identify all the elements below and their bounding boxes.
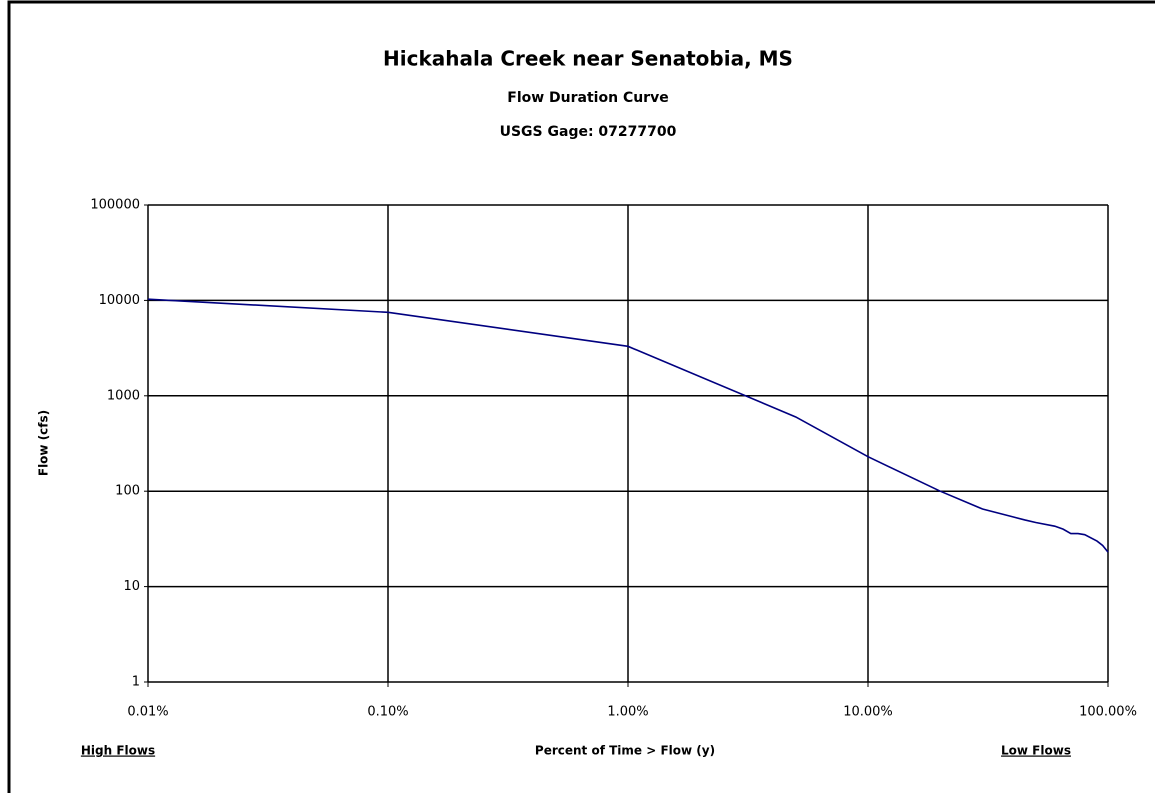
y-tick-label: 1 <box>132 675 140 690</box>
y-tick-label: 1000 <box>107 388 140 403</box>
chart-subtitle: Flow Duration Curve <box>507 90 668 106</box>
y-tick-label: 100000 <box>90 198 140 213</box>
x-tick-label: 100.00% <box>1079 705 1137 720</box>
x-tick-label: 0.01% <box>127 705 168 720</box>
y-axis-label: Flow (cfs) <box>37 410 51 476</box>
chart-subtitle: USGS Gage: 07277700 <box>500 124 677 140</box>
data-line <box>147 298 1109 553</box>
chart-title: Hickahala Creek near Senatobia, MS <box>383 47 793 71</box>
y-tick-label: 100 <box>115 484 140 499</box>
annotation: Low Flows <box>1001 744 1071 758</box>
annotation: High Flows <box>81 744 155 758</box>
x-tick-label: 0.10% <box>367 705 408 720</box>
x-axis-label: Percent of Time > Flow (y) <box>535 744 715 758</box>
frame <box>7 0 1155 793</box>
y-tick-label: 10 <box>123 579 140 594</box>
x-tick-label: 1.00% <box>607 705 648 720</box>
x-tick-label: 10.00% <box>843 705 893 720</box>
y-tick-label: 10000 <box>99 293 140 308</box>
